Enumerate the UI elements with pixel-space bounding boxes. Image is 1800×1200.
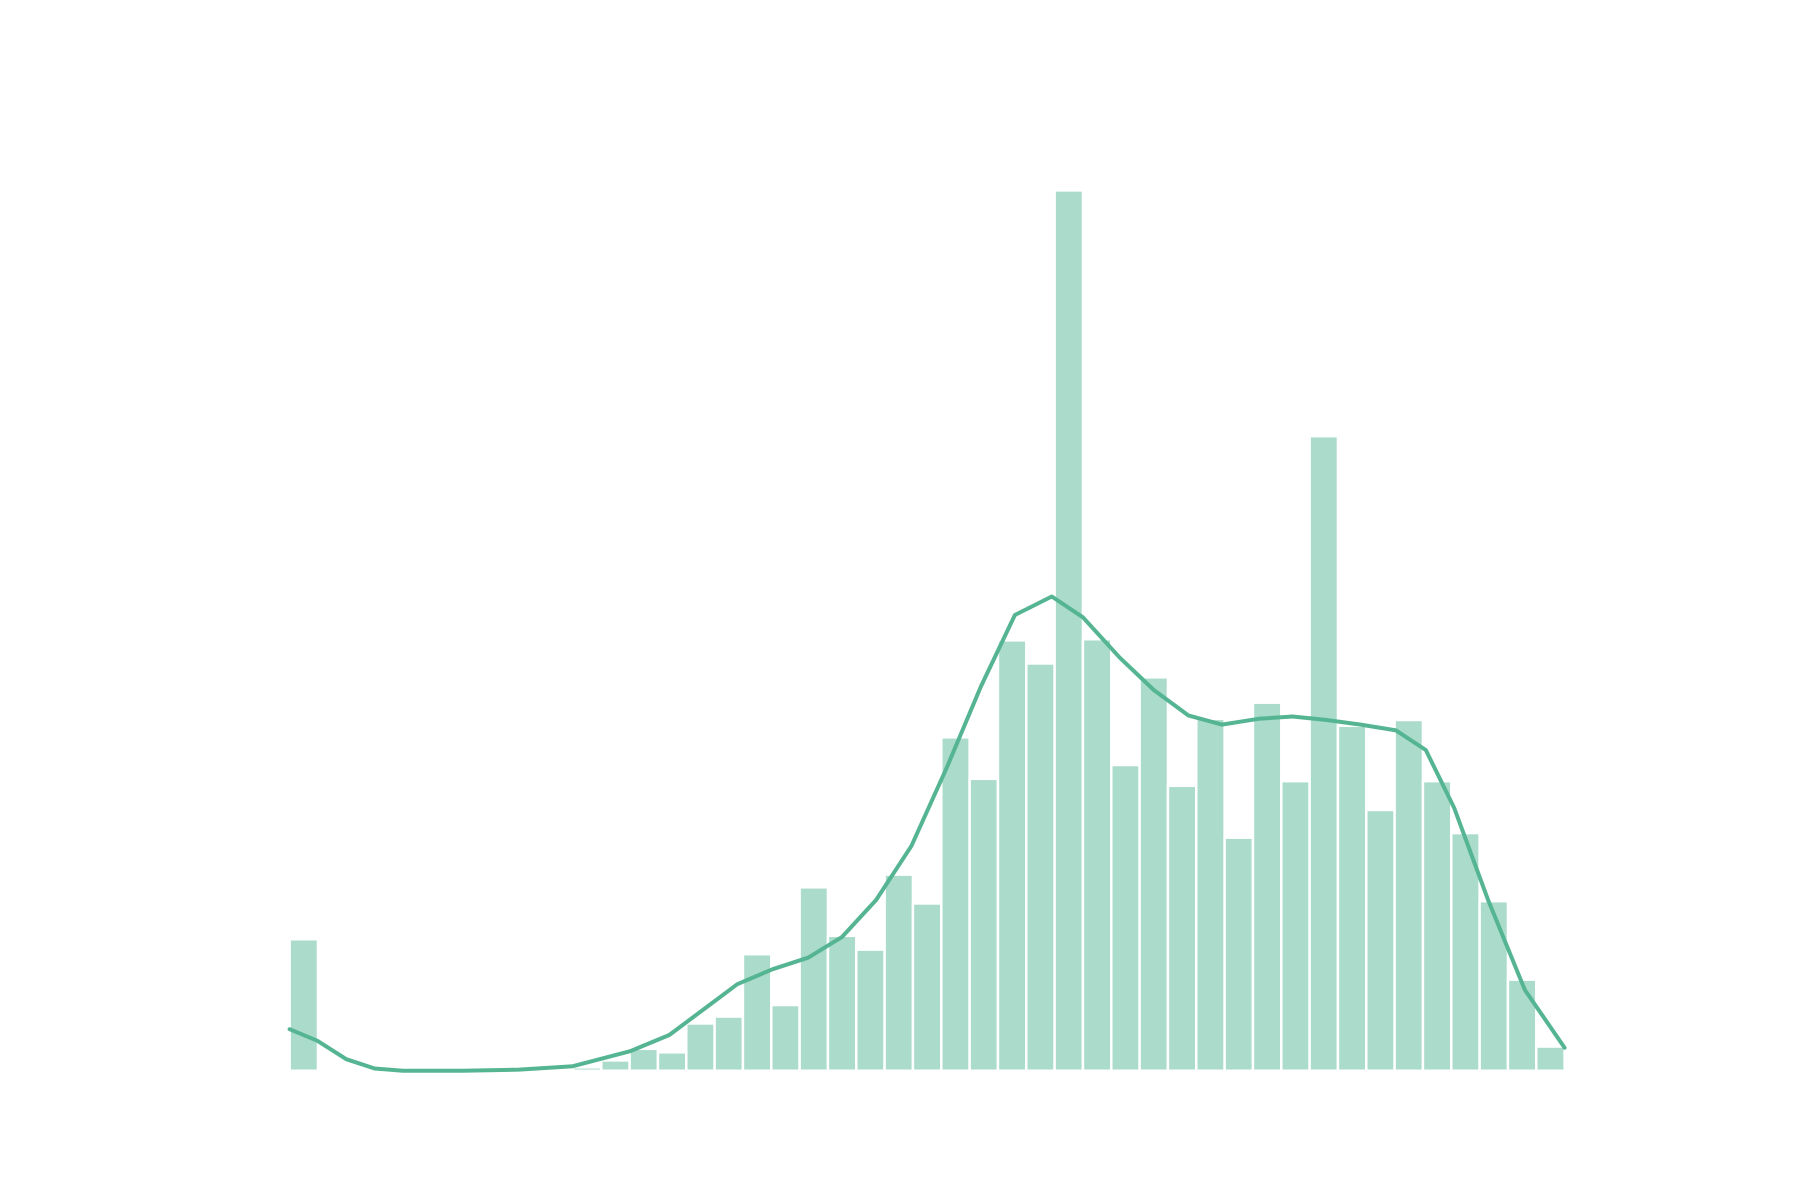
bar bbox=[1110, 763, 1141, 1073]
bar bbox=[1478, 899, 1510, 1073]
bar bbox=[571, 1066, 603, 1073]
bar bbox=[1308, 434, 1340, 1073]
bar bbox=[1081, 637, 1113, 1073]
bar bbox=[770, 1003, 801, 1073]
bar bbox=[1138, 676, 1170, 1073]
bar bbox=[1223, 836, 1255, 1073]
bar bbox=[713, 1015, 745, 1073]
kde-line bbox=[287, 594, 1567, 1073]
bar bbox=[1535, 1045, 1566, 1073]
bar bbox=[1166, 784, 1198, 1073]
bar bbox=[855, 948, 886, 1073]
bar bbox=[968, 777, 1000, 1073]
bar bbox=[1365, 808, 1396, 1073]
bar bbox=[685, 1022, 716, 1073]
bar bbox=[600, 1059, 631, 1073]
bar bbox=[1506, 978, 1538, 1073]
bar bbox=[1336, 724, 1368, 1073]
bar bbox=[1251, 701, 1283, 1073]
bar bbox=[911, 902, 943, 1073]
bar bbox=[1450, 831, 1481, 1073]
bar bbox=[628, 1047, 660, 1073]
bar bbox=[940, 736, 971, 1073]
bar bbox=[1053, 189, 1085, 1073]
bar bbox=[1025, 662, 1056, 1073]
bar bbox=[1280, 779, 1311, 1073]
bar bbox=[996, 639, 1028, 1073]
bar bbox=[656, 1051, 688, 1073]
bar bbox=[883, 873, 915, 1073]
bar bbox=[288, 937, 320, 1073]
bar bbox=[798, 886, 830, 1073]
bar bbox=[1195, 717, 1226, 1073]
bar bbox=[1393, 718, 1425, 1073]
bar bbox=[826, 934, 858, 1073]
bar bbox=[1421, 779, 1453, 1073]
